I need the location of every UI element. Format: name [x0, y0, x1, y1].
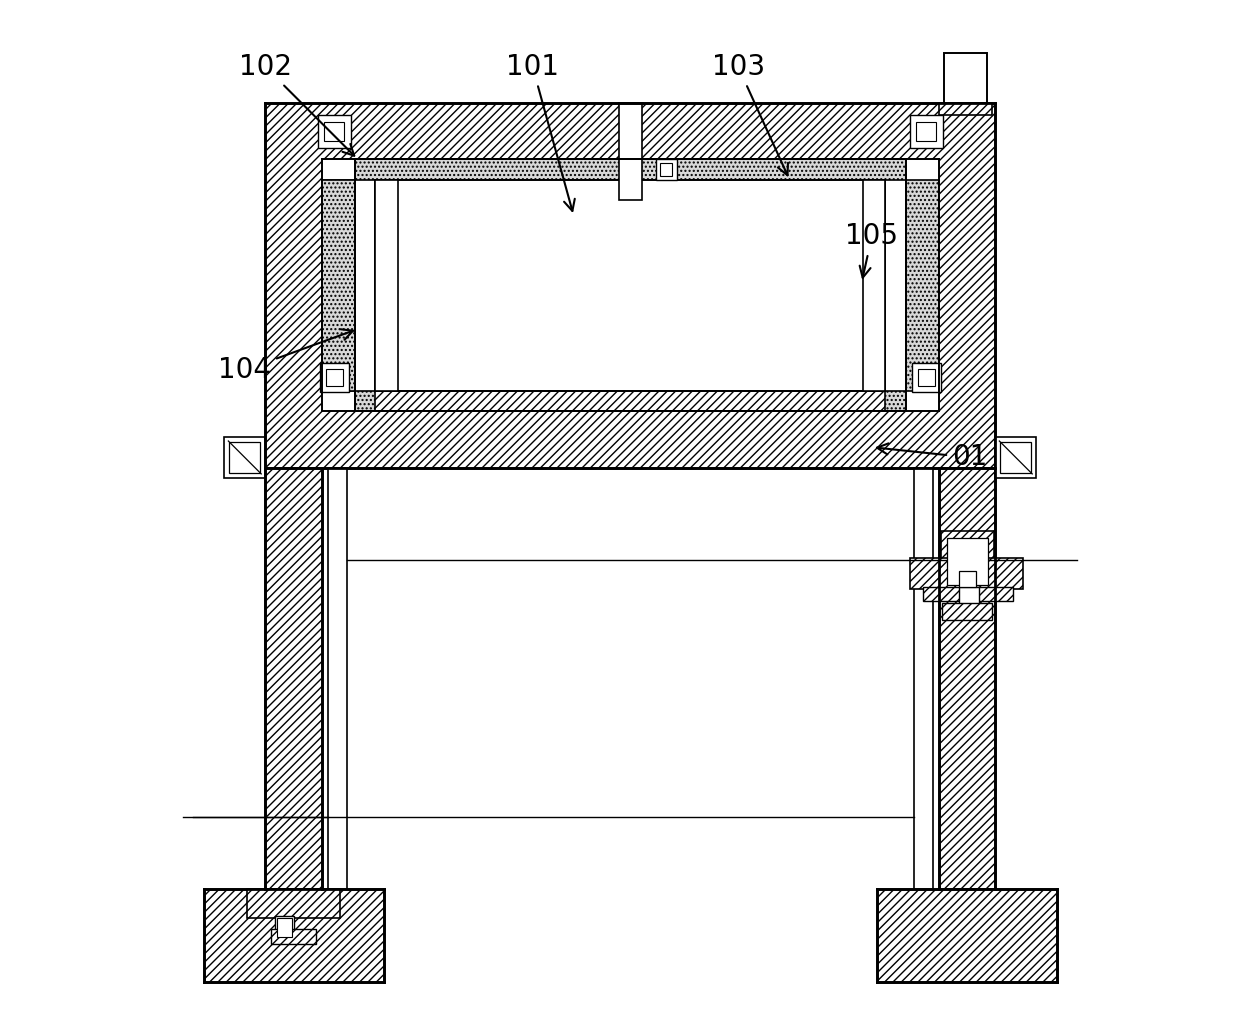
- Bar: [996, 437, 1037, 478]
- Bar: [942, 603, 992, 620]
- Bar: [939, 468, 996, 889]
- Bar: [326, 369, 342, 386]
- Bar: [247, 889, 340, 918]
- Bar: [278, 918, 291, 937]
- Bar: [229, 442, 260, 473]
- Bar: [320, 363, 348, 392]
- Bar: [941, 531, 994, 591]
- Bar: [376, 180, 885, 391]
- Bar: [203, 889, 383, 982]
- Bar: [910, 558, 1023, 589]
- Bar: [910, 115, 942, 148]
- Bar: [317, 115, 351, 148]
- Text: 01: 01: [877, 443, 987, 472]
- Text: 103: 103: [712, 52, 787, 175]
- Text: 105: 105: [846, 222, 898, 278]
- Bar: [322, 180, 355, 391]
- Bar: [914, 468, 932, 889]
- Bar: [959, 587, 980, 614]
- Bar: [376, 391, 885, 411]
- Bar: [944, 53, 987, 103]
- Bar: [947, 538, 988, 585]
- Bar: [660, 163, 672, 176]
- Bar: [265, 468, 322, 889]
- Bar: [355, 391, 905, 411]
- Bar: [960, 571, 976, 587]
- Text: 102: 102: [239, 52, 355, 155]
- Bar: [272, 929, 316, 944]
- Bar: [322, 180, 355, 391]
- Bar: [355, 159, 905, 180]
- Bar: [325, 121, 343, 142]
- Bar: [224, 437, 265, 478]
- Bar: [911, 363, 941, 392]
- Bar: [275, 916, 294, 939]
- Bar: [905, 180, 939, 391]
- Bar: [376, 180, 398, 391]
- Bar: [322, 159, 939, 411]
- Text: 101: 101: [506, 52, 575, 211]
- Bar: [918, 369, 935, 386]
- Text: 104: 104: [218, 329, 353, 384]
- Bar: [924, 587, 1013, 601]
- Bar: [656, 159, 677, 180]
- Bar: [916, 121, 936, 142]
- Bar: [619, 103, 641, 200]
- Bar: [1001, 442, 1032, 473]
- Bar: [863, 180, 885, 391]
- Bar: [939, 103, 992, 115]
- Bar: [265, 103, 996, 468]
- Bar: [329, 468, 346, 889]
- Bar: [877, 889, 1056, 982]
